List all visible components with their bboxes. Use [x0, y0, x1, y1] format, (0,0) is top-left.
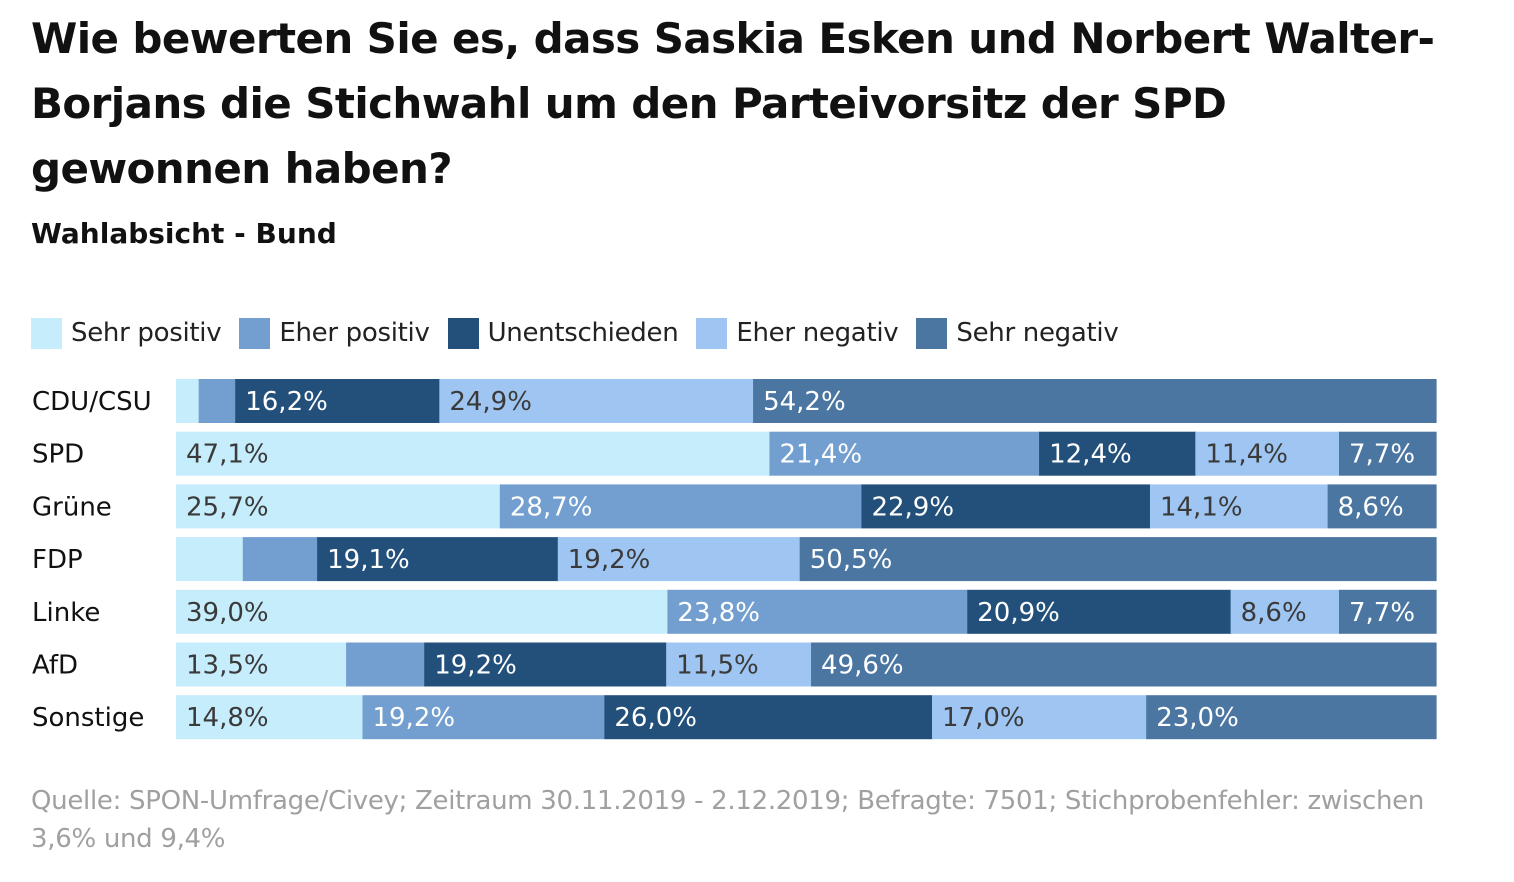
bar-segment-sehr-positiv	[176, 484, 501, 529]
data-label: 16,2%	[245, 387, 328, 417]
bar-segment-unentschieden	[861, 484, 1151, 529]
legend-item-sehr-negativ: Sehr negativ	[916, 317, 1119, 349]
legend-swatch	[447, 317, 479, 349]
stacked-bar-chart: CDU/CSU 16,2% 24,9% 54,2% SPD 47,1% 21,4% 12,4%…	[32, 379, 1437, 740]
bar-segment-sehr-negativ	[1146, 695, 1437, 740]
data-label: 23,8%	[677, 598, 760, 628]
data-label: 47,1%	[186, 440, 269, 470]
data-label: 19,2%	[372, 703, 455, 733]
bar-segment-sehr-negativ	[811, 642, 1437, 687]
bar-segment-sehr-positiv	[176, 642, 347, 687]
chart-title: Wie bewerten Sie es, dass Saskia Esken u…	[31, 14, 1435, 193]
bar-segment-unentschieden	[235, 379, 440, 423]
data-label: 8,6%	[1241, 598, 1307, 628]
chart-subtitle: Wahlabsicht - Bund	[31, 217, 337, 250]
category-label: CDU/CSU	[32, 387, 152, 417]
data-label: 13,5%	[186, 651, 269, 681]
data-label: 28,7%	[510, 492, 593, 522]
data-label: 49,6%	[821, 651, 904, 681]
data-label: 23,0%	[1156, 703, 1239, 733]
data-label: 8,6%	[1338, 492, 1404, 522]
data-label: 7,7%	[1349, 598, 1415, 628]
legend-label: Unentschieden	[487, 318, 679, 348]
bar-row-spd: SPD 47,1% 21,4% 12,4% 11,4% 7,7%	[32, 431, 1437, 476]
bar-segment-eher-positiv	[346, 642, 425, 687]
bar-segment-eher-negativ	[1230, 589, 1340, 634]
legend-item-eher-positiv: Eher positiv	[239, 317, 430, 349]
bar-segment-eher-negativ	[666, 642, 812, 687]
legend-item-eher-negativ: Eher negativ	[696, 317, 899, 349]
bar-segment-eher-positiv	[198, 379, 236, 423]
bar-row-sonstige: Sonstige 14,8% 19,2% 26,0% 17,0% 23,0%	[32, 695, 1437, 740]
data-label: 11,5%	[676, 651, 759, 681]
data-label: 24,9%	[449, 387, 532, 417]
data-label: 7,7%	[1349, 440, 1415, 470]
legend-label: Sehr positiv	[71, 318, 222, 348]
bar-segment-eher-negativ	[1149, 484, 1329, 529]
data-label: 22,9%	[871, 492, 954, 522]
bar-segment-sehr-positiv	[176, 589, 668, 634]
data-label: 14,8%	[186, 703, 269, 733]
legend-swatch	[31, 317, 62, 349]
data-label: 17,0%	[942, 703, 1025, 733]
bar-segment-sehr-negativ	[1338, 431, 1437, 476]
category-label: Linke	[32, 598, 100, 628]
bar-segment-sehr-negativ	[1338, 589, 1437, 634]
bar-segment-sehr-negativ	[799, 537, 1437, 582]
bar-row-linke: Linke 39,0% 23,8% 20,9% 8,6% 7,7%	[32, 589, 1437, 634]
legend-item-sehr-positiv: Sehr positiv	[31, 317, 222, 349]
legend-label: Eher positiv	[279, 318, 430, 348]
category-label: SPD	[32, 440, 84, 470]
bar-segment-eher-positiv	[769, 431, 1040, 476]
bar-segment-eher-negativ	[1195, 431, 1340, 476]
bar-segment-unentschieden	[1039, 431, 1196, 476]
data-label: 20,9%	[977, 598, 1060, 628]
bar-segment-sehr-positiv	[176, 431, 771, 476]
data-label: 50,5%	[810, 545, 893, 575]
bar-segment-sehr-positiv	[176, 695, 364, 740]
category-label: AfD	[32, 651, 78, 681]
bar-row-cdu-csu: CDU/CSU 16,2% 24,9% 54,2%	[32, 379, 1437, 423]
category-label: Sonstige	[32, 703, 144, 733]
bar-row-afd: AfD 13,5% 19,2% 11,5% 49,6%	[32, 642, 1437, 687]
legend-label: Eher negativ	[736, 318, 899, 348]
legend-item-unentschieden: Unentschieden	[447, 317, 679, 349]
bar-segment-unentschieden	[967, 589, 1232, 634]
category-label: Grüne	[32, 492, 112, 522]
data-label: 21,4%	[779, 440, 862, 470]
data-label: 54,2%	[763, 387, 846, 417]
data-label: 39,0%	[186, 598, 269, 628]
bar-segment-sehr-negativ	[753, 379, 1437, 423]
bar-segment-eher-positiv	[362, 695, 605, 740]
bar-segment-eher-positiv	[499, 484, 863, 529]
data-label: 19,2%	[568, 545, 651, 575]
bar-segment-unentschieden	[604, 695, 933, 740]
source-note: Quelle: SPON-Umfrage/Civey; Zeitraum 30.…	[31, 786, 1425, 854]
legend-swatch	[696, 317, 728, 349]
bar-row-fdp: FDP 19,1% 19,2% 50,5%	[32, 537, 1437, 582]
chart-legend: Sehr positiv Eher positiv Unentschieden Ehe…	[31, 313, 1136, 353]
bar-segment-unentschieden	[424, 642, 667, 687]
bar-segment-sehr-positiv	[176, 537, 244, 582]
category-label: FDP	[32, 545, 83, 575]
legend-swatch	[916, 317, 948, 349]
legend-label: Sehr negativ	[956, 318, 1119, 348]
bar-segment-eher-positiv	[667, 589, 968, 634]
legend-swatch	[239, 317, 271, 349]
data-label: 19,2%	[434, 651, 517, 681]
bar-segment-eher-positiv	[242, 537, 318, 582]
bar-segment-eher-negativ	[439, 379, 754, 423]
bar-segment-sehr-negativ	[1327, 484, 1437, 529]
data-label: 12,4%	[1049, 440, 1132, 470]
data-label: 26,0%	[614, 703, 697, 733]
data-label: 11,4%	[1205, 440, 1288, 470]
bar-segment-eher-negativ	[932, 695, 1147, 740]
bar-segment-unentschieden	[317, 537, 559, 582]
bar-row-gruene: Grüne 25,7% 28,7% 22,9% 14,1% 8,6%	[32, 484, 1437, 529]
bar-segment-sehr-positiv	[176, 379, 200, 423]
bar-segment-eher-negativ	[557, 537, 801, 582]
data-label: 14,1%	[1160, 492, 1243, 522]
data-label: 25,7%	[186, 492, 269, 522]
data-label: 19,1%	[327, 545, 410, 575]
